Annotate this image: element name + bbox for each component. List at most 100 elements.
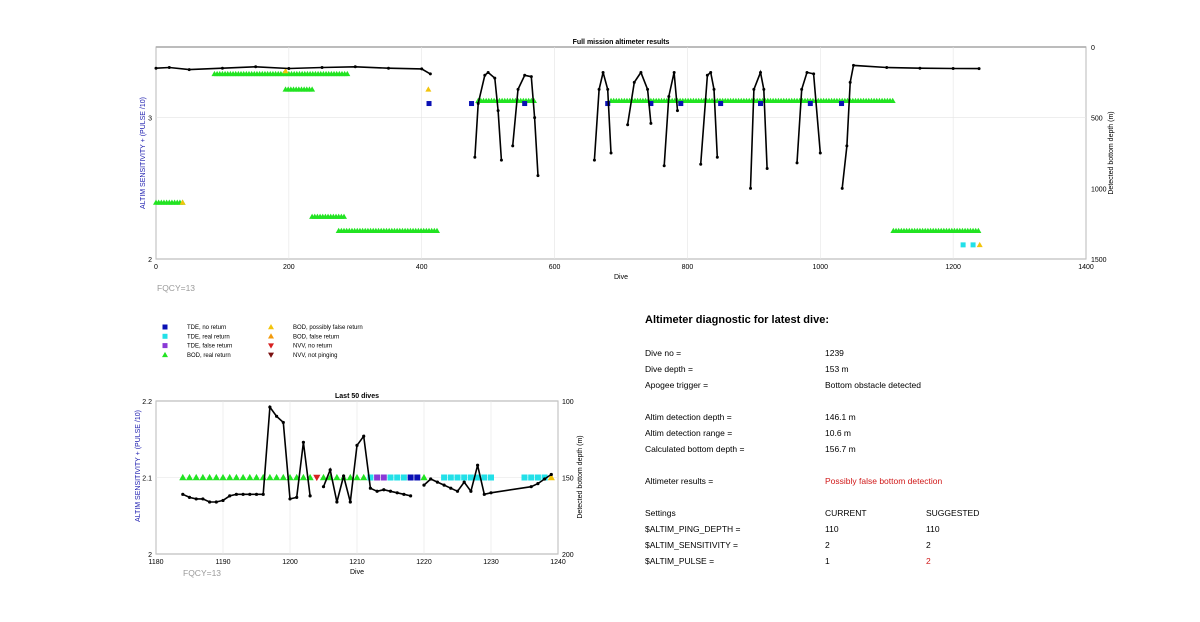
- depth-point: [749, 186, 753, 190]
- bottom-tick-labels: 1180 1190 1200 1210 1220 1230 1240 2 2.1 2.2 100 15…: [142, 399, 574, 566]
- depth-point: [818, 151, 822, 155]
- status-marker: [232, 473, 240, 481]
- point-marker: [425, 86, 432, 92]
- depth-point: [476, 102, 480, 106]
- depth-point: [301, 440, 305, 444]
- point-marker: [976, 241, 983, 248]
- status-marker: [441, 474, 448, 481]
- status-marker: [179, 473, 187, 481]
- depth-point: [281, 420, 285, 425]
- depth-point: [805, 70, 809, 74]
- bottom-right-axis-label: Detected bottom depth (m): [577, 435, 584, 518]
- altim-depth-label: Altim detection depth =: [645, 412, 732, 422]
- bottom-fqcy-annotation: FQCY=13: [183, 568, 221, 578]
- top-right-tick-label: 0: [1091, 45, 1095, 52]
- legend-marker-bod_false_return: [268, 333, 274, 339]
- depth-point: [275, 414, 279, 418]
- depth-point: [516, 87, 520, 91]
- dive-depth-label: Dive depth =: [645, 364, 693, 374]
- top-x-tick-label: 800: [682, 264, 694, 271]
- point-marker: [758, 101, 763, 107]
- status-marker: [380, 474, 387, 481]
- calc-bottom-label: Calculated bottom depth =: [645, 444, 745, 454]
- depth-point: [388, 489, 393, 493]
- status-marker: [447, 474, 454, 481]
- depth-point: [328, 468, 332, 472]
- sensitivity-row: $ALTIM_SENSITIVITY = 2 2: [645, 540, 1165, 552]
- legend-marker-tde_false_return: [162, 343, 168, 349]
- band-marker: [975, 227, 982, 233]
- depth-point: [402, 492, 406, 496]
- suggested-header: SUGGESTED: [926, 508, 980, 518]
- status-marker: [333, 473, 341, 481]
- depth-point: [308, 494, 312, 498]
- depth-point: [429, 477, 433, 481]
- depth-point: [597, 87, 601, 91]
- ping-depth-label: $ALTIM_PING_DEPTH =: [645, 524, 741, 534]
- depth-point: [601, 70, 605, 74]
- depth-point: [845, 144, 849, 148]
- depth-point: [533, 116, 537, 120]
- depth-point: [762, 87, 766, 91]
- depth-point: [639, 70, 643, 74]
- depth-point: [795, 161, 799, 165]
- depth-point: [632, 80, 636, 84]
- settings-header-row: Settings CURRENT SUGGESTED: [645, 508, 1165, 520]
- status-marker: [319, 473, 328, 481]
- depth-trace-line: [511, 74, 539, 176]
- band-marker: [309, 86, 316, 92]
- depth-point: [511, 144, 515, 148]
- depth-point: [715, 155, 719, 159]
- status-marker: [521, 474, 528, 481]
- band-marker: [433, 227, 440, 233]
- pulse-row: $ALTIM_PULSE = 1 2: [645, 556, 1165, 568]
- depth-point: [362, 434, 366, 438]
- depth-point: [261, 492, 265, 496]
- depth-point: [609, 151, 613, 155]
- depth-point: [712, 87, 716, 91]
- top-left-axis-label: ALTIM SENSITIVITY + (PULSE /10): [140, 97, 147, 209]
- altim-depth-value: 146.1 m: [825, 412, 856, 422]
- depth-point: [812, 72, 816, 76]
- status-marker: [353, 473, 361, 481]
- depth-point: [499, 158, 503, 162]
- depth-point: [368, 486, 372, 490]
- depth-point: [395, 491, 399, 495]
- depth-point: [496, 109, 500, 113]
- depth-point: [442, 483, 446, 487]
- top-x-tick-label: 1400: [1078, 264, 1094, 271]
- sensitivity-label: $ALTIM_SENSITIVITY =: [645, 540, 738, 550]
- top-left-tick-label: 2: [148, 257, 152, 264]
- point-marker: [678, 101, 684, 107]
- depth-point: [187, 495, 192, 499]
- top-x-tick-label: 1200: [945, 264, 961, 271]
- depth-point: [254, 492, 259, 496]
- depth-point: [649, 121, 653, 125]
- top-right-axis-label: Detected bottom depth (m): [1108, 111, 1115, 194]
- depth-point: [254, 65, 258, 69]
- apogee-row: Apogee trigger = Bottom obstacle detecte…: [645, 380, 1165, 392]
- depth-trace-line: [663, 72, 679, 166]
- status-marker: [394, 474, 401, 481]
- legend-marker-tde_no_return: [162, 324, 168, 330]
- legend-marker-nvv_no_return: [268, 343, 274, 349]
- top-left-tick-label: 3: [148, 116, 152, 123]
- point-marker: [970, 242, 976, 248]
- depth-point: [462, 480, 466, 484]
- depth-point: [752, 87, 756, 91]
- top-point-markers: [179, 68, 983, 248]
- depth-point: [536, 174, 540, 178]
- depth-point: [918, 66, 922, 70]
- depth-point: [214, 500, 218, 504]
- legend-marker-bod_possibly_false: [268, 324, 274, 330]
- status-marker: [461, 474, 468, 481]
- apogee-value: Bottom obstacle detected: [825, 380, 921, 390]
- depth-point: [529, 485, 533, 489]
- sensitivity-suggested: 2: [926, 540, 931, 550]
- top-right-tick-label: 1000: [1091, 186, 1107, 193]
- bottom-x-tick-label: 1230: [483, 559, 499, 566]
- top-x-tick-label: 600: [549, 264, 561, 271]
- depth-point: [428, 72, 432, 76]
- ping-depth-current: 110: [825, 524, 839, 534]
- depth-point: [536, 482, 540, 486]
